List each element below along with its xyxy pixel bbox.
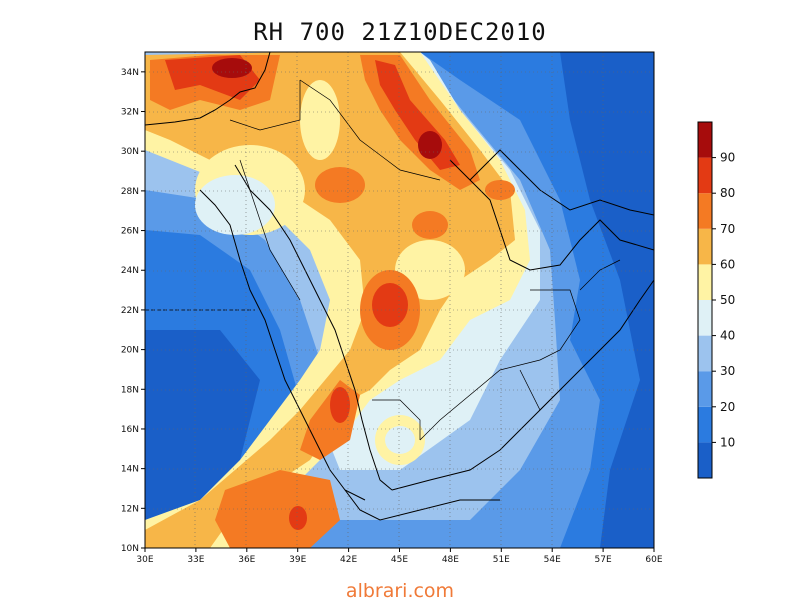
y-tick-label: 24N bbox=[121, 266, 139, 276]
x-tick-label: 54E bbox=[544, 555, 561, 565]
y-tick-label: 20N bbox=[121, 346, 139, 356]
field-90-ethiopia bbox=[289, 506, 307, 530]
field-80-gulf bbox=[485, 180, 515, 200]
gridlines bbox=[145, 52, 654, 548]
y-tick-label: 32N bbox=[121, 108, 139, 118]
colorbar-label: 40 bbox=[720, 329, 735, 343]
x-tick-label: 36E bbox=[238, 555, 255, 565]
colorbar-swatch bbox=[698, 371, 712, 407]
border-egypt-red-sea bbox=[239, 159, 301, 301]
y-tick-label: 14N bbox=[121, 465, 139, 475]
colorbar-label: 20 bbox=[720, 400, 735, 414]
x-tick-label: 39E bbox=[289, 555, 306, 565]
watermark: albrari.com bbox=[345, 580, 455, 602]
field-80-nafud bbox=[315, 167, 365, 203]
colorbar-swatch bbox=[698, 406, 712, 443]
y-axis: 10N 12N 14N 16N 18N 20N 22N 24N 26N 28N 30N 32N 34N bbox=[121, 68, 145, 554]
y-tick-label: 26N bbox=[121, 227, 139, 237]
border-yemen-north bbox=[372, 399, 421, 440]
colorbar-swatch bbox=[698, 335, 712, 372]
colorbar-swatch bbox=[698, 300, 712, 336]
x-tick-label: 51E bbox=[493, 555, 510, 565]
field-50-patch-a bbox=[195, 175, 275, 235]
field-90-redsea bbox=[330, 387, 350, 423]
x-tick-label: 60E bbox=[645, 555, 662, 565]
field-60-patch-b bbox=[300, 80, 340, 160]
colorbar-label: 60 bbox=[720, 257, 735, 271]
x-tick-label: 48E bbox=[442, 555, 459, 565]
y-tick-label: 34N bbox=[121, 68, 139, 78]
x-tick-label: 30E bbox=[136, 555, 153, 565]
x-tick-label: 45E bbox=[391, 555, 408, 565]
colorbar-label: 50 bbox=[720, 293, 735, 307]
x-tick-label: 57E bbox=[595, 555, 612, 565]
field-50-patch-d bbox=[385, 426, 415, 454]
colorbar-swatch bbox=[698, 228, 712, 265]
border-uae-oman bbox=[579, 259, 621, 291]
colorbar-swatch bbox=[698, 264, 712, 300]
coast-iran bbox=[469, 149, 654, 216]
coast-mediterranean bbox=[145, 52, 271, 126]
colorbar-label: 10 bbox=[720, 435, 735, 449]
x-tick-label: 42E bbox=[340, 555, 357, 565]
colorbar-swatch bbox=[698, 157, 712, 194]
colorbar-label: 80 bbox=[720, 186, 735, 200]
field-90-central bbox=[372, 283, 408, 327]
border-saudi-south bbox=[419, 289, 581, 441]
coast-red-sea-west bbox=[199, 189, 366, 501]
field-east-low bbox=[560, 52, 654, 548]
colorbar-label: 90 bbox=[720, 151, 735, 165]
y-tick-label: 16N bbox=[121, 425, 139, 435]
rh-field bbox=[145, 52, 654, 548]
coast-persian-gulf bbox=[449, 159, 654, 271]
x-axis: 30E 33E 36E 39E 42E 45E 48E 51E 54E 57E 60E bbox=[136, 548, 663, 565]
y-tick-label: 12N bbox=[121, 504, 139, 514]
borders bbox=[145, 79, 621, 441]
y-tick-label: 10N bbox=[121, 544, 139, 554]
colorbar-label: 70 bbox=[720, 222, 735, 236]
y-tick-label: 22N bbox=[121, 306, 139, 316]
colorbar-swatch bbox=[698, 442, 712, 478]
x-tick-label: 33E bbox=[187, 555, 204, 565]
colorbar: 10 20 30 40 50 60 70 80 90 bbox=[697, 121, 735, 479]
border-oman-yemen bbox=[519, 369, 561, 411]
border-jordan bbox=[229, 80, 301, 131]
field-70-band bbox=[145, 52, 515, 548]
field-95-iraq bbox=[418, 131, 442, 159]
y-tick-label: 18N bbox=[121, 385, 139, 395]
map-title: RH 700 21Z10DEC2010 bbox=[253, 18, 547, 46]
coast-gulf-of-aden bbox=[344, 489, 500, 521]
y-tick-label: 28N bbox=[121, 187, 139, 197]
y-tick-label: 30N bbox=[121, 147, 139, 157]
colorbar-label: 30 bbox=[720, 364, 735, 378]
coast-red-sea-east bbox=[234, 164, 393, 491]
border-saudi-iraq bbox=[299, 79, 441, 181]
colorbar-swatch bbox=[698, 122, 712, 158]
colorbar-swatch bbox=[698, 193, 712, 229]
field-80-center bbox=[412, 211, 448, 239]
field-west-low bbox=[145, 330, 260, 520]
field-95-nw bbox=[212, 58, 252, 78]
